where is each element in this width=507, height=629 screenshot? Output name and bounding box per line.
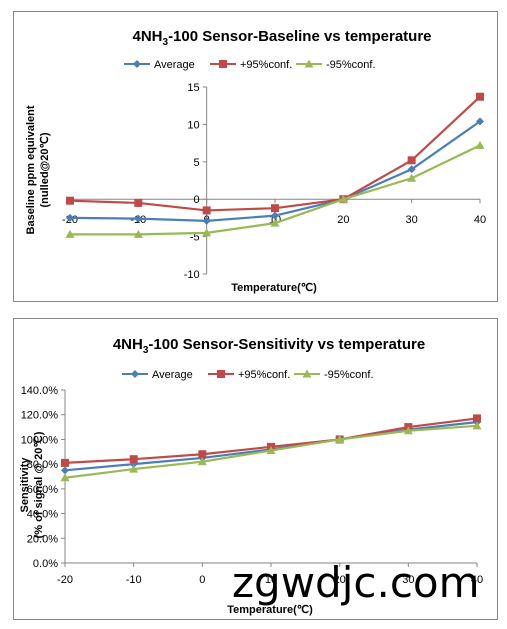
data-point xyxy=(476,117,484,126)
data-point xyxy=(198,450,207,459)
x-axis-label: Temperature(℃) xyxy=(231,282,317,294)
y-axis-label: (nulled@20℃) xyxy=(39,132,51,207)
data-point xyxy=(270,218,280,227)
data-point xyxy=(197,457,207,466)
chart-title-rest: -100 Sensor-Sensitivity vs temperature xyxy=(148,336,425,353)
legend-label: Average xyxy=(154,59,195,71)
x-tick-label: 10 xyxy=(265,574,277,586)
chart-title-subscript: 3 xyxy=(163,37,169,48)
series-1 xyxy=(61,414,481,467)
data-point xyxy=(66,196,74,205)
data-point xyxy=(475,140,485,149)
data-point xyxy=(133,229,143,238)
data-point xyxy=(202,228,212,237)
data-point xyxy=(60,473,70,482)
data-point xyxy=(407,156,416,165)
data-point xyxy=(472,421,482,430)
data-point xyxy=(65,229,75,238)
y-tick-label: 5 xyxy=(194,157,200,169)
x-tick-label: 0 xyxy=(199,574,205,586)
x-tick-label: 20 xyxy=(337,214,349,226)
legend-marker xyxy=(302,369,312,378)
y-axis-label: Baseline ppm equivalent xyxy=(25,105,37,234)
legend-marker xyxy=(304,59,314,68)
data-point xyxy=(202,216,211,225)
y-tick-label: -5 xyxy=(190,232,200,244)
data-point xyxy=(473,414,481,423)
y-tick-label: 0.0% xyxy=(33,558,58,570)
y-tick-label: 10 xyxy=(187,119,199,131)
data-point xyxy=(134,214,143,223)
x-tick-label: -10 xyxy=(126,574,142,586)
x-tick-label: 40 xyxy=(474,214,486,226)
y-tick-label: 140.0% xyxy=(21,385,59,397)
x-tick-label: -20 xyxy=(57,574,73,586)
chart-title: 4NH3-100 Sensor-Baseline vs temperature xyxy=(132,28,431,48)
data-point xyxy=(407,165,416,174)
data-point xyxy=(66,213,74,222)
series-line xyxy=(69,95,481,212)
data-point xyxy=(271,211,279,220)
chart-title: 4NH3-100 Sensor-Sensitivity vs temperatu… xyxy=(113,336,425,356)
legend-label: Average xyxy=(152,369,193,381)
series-1 xyxy=(66,92,484,215)
y-tick-label: 80.0% xyxy=(27,459,58,471)
baseline-chart-panel: 4NH3-100 Sensor-Baseline vs temperature A… xyxy=(13,11,498,302)
legend: Average +95%conf. -95%conf. xyxy=(122,369,374,381)
x-tick-label: 40 xyxy=(471,574,483,586)
data-point xyxy=(202,206,211,215)
legend-marker xyxy=(219,60,227,68)
legend-marker xyxy=(133,60,141,68)
data-point xyxy=(271,204,279,213)
legend-marker xyxy=(217,370,225,378)
y-axis-label: Sensitivity xyxy=(19,457,31,513)
x-tick-label: 20 xyxy=(334,574,346,586)
data-point xyxy=(134,198,143,207)
y-tick-label: 120.0% xyxy=(21,410,59,422)
x-tick-label: 30 xyxy=(406,214,418,226)
data-point xyxy=(129,455,138,464)
data-point xyxy=(338,194,348,203)
data-point xyxy=(266,446,276,455)
y-tick-label: 100.0% xyxy=(21,434,59,446)
data-point xyxy=(129,464,139,473)
legend-label: -95%conf. xyxy=(324,369,374,381)
y-tick-label: 0 xyxy=(194,194,200,206)
chart-title-subscript: 3 xyxy=(143,345,149,356)
legend-label: -95%conf. xyxy=(326,59,376,71)
legend-marker xyxy=(131,370,139,378)
legend: Average +95%conf. -95%conf. xyxy=(124,59,376,71)
baseline-chart: 4NH3-100 Sensor-Baseline vs temperature A… xyxy=(25,28,486,294)
series-2 xyxy=(65,140,485,238)
legend-label: +95%conf. xyxy=(238,369,290,381)
data-point xyxy=(407,173,417,182)
y-tick-label: 60.0% xyxy=(27,484,58,496)
x-axis-label: Temperature(℃) xyxy=(227,604,313,616)
x-tick-label: 30 xyxy=(402,574,414,586)
watermark-text: zgwdjc.com xyxy=(232,558,480,607)
y-tick-label: 40.0% xyxy=(27,509,58,521)
data-point xyxy=(61,458,69,467)
y-tick-label: 15 xyxy=(187,82,199,94)
series-line xyxy=(64,417,478,465)
y-tick-label: 20.0% xyxy=(27,533,58,545)
y-tick-label: -10 xyxy=(184,269,200,281)
chart-title-main: 4NH xyxy=(113,336,143,353)
chart-title-main: 4NH xyxy=(132,28,162,45)
y-axis-label: (% of signal @ 20℃) xyxy=(33,431,45,538)
sensitivity-chart-panel: 4NH3-100 Sensor-Sensitivity vs temperatu… xyxy=(13,318,498,620)
series-2 xyxy=(60,421,482,482)
data-point xyxy=(335,434,345,443)
chart-title-rest: -100 Sensor-Baseline vs temperature xyxy=(168,28,431,45)
sensitivity-chart: 4NH3-100 Sensor-Sensitivity vs temperatu… xyxy=(19,336,483,616)
data-point xyxy=(403,426,413,435)
legend-label: +95%conf. xyxy=(240,59,292,71)
data-point xyxy=(476,92,484,101)
data-point xyxy=(61,466,69,475)
